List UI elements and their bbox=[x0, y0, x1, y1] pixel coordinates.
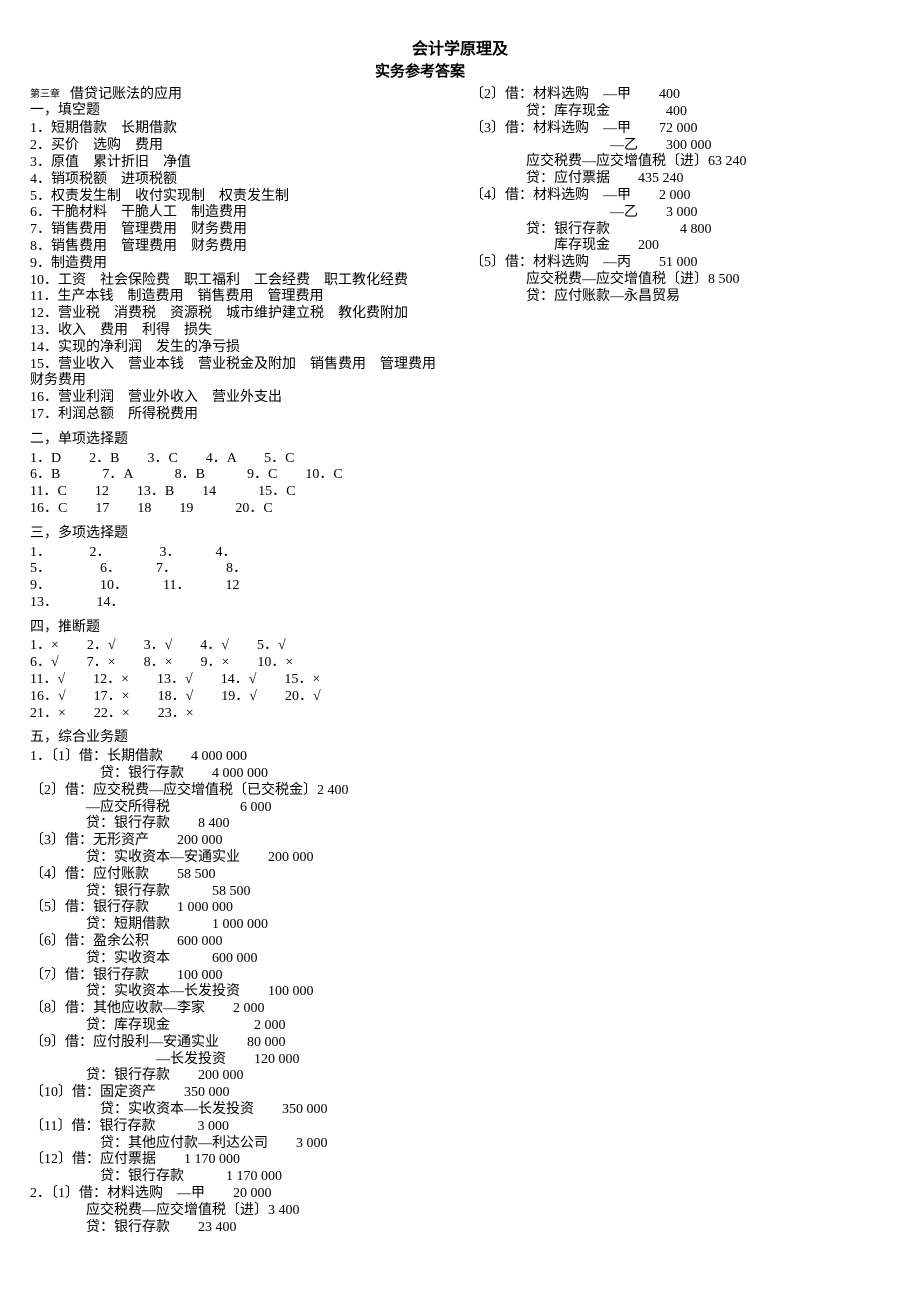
section-2-body: 1．D 2．B 3．C 4．A 5．C6．B 7．A 8．B 9．C 10．C1… bbox=[30, 451, 450, 518]
text-line: 贷：库存现金 400 bbox=[470, 104, 890, 121]
section-2-head: 二，单项选择题 bbox=[30, 432, 450, 449]
text-line: 〔12〕借：应付票据 1 170 000 bbox=[30, 1152, 450, 1169]
text-line: 贷：实收资本—长发投资 100 000 bbox=[30, 984, 450, 1001]
text-line: 1．〔1〕借：长期借款 4 000 000 bbox=[30, 749, 450, 766]
text-line: 13．收入 费用 利得 损失 bbox=[30, 323, 450, 340]
text-line: 15．营业收入 营业本钱 营业税金及附加 销售费用 管理费用 财务费用 bbox=[30, 357, 450, 391]
text-line: 12．营业税 消费税 资源税 城市维护建立税 教化费附加 bbox=[30, 306, 450, 323]
text-line: 贷：应付账款—永昌贸易 bbox=[470, 289, 890, 306]
text-line: 〔2〕借：材料选购 —甲 400 bbox=[470, 87, 890, 104]
text-line: 1． 2． 3． 4． bbox=[30, 545, 450, 562]
text-line: 〔5〕借：材料选购 —丙 51 000 bbox=[470, 255, 890, 272]
text-line: 贷：银行存款 23 400 bbox=[30, 1220, 450, 1237]
text-line: 〔3〕借：无形资产 200 000 bbox=[30, 833, 450, 850]
text-line: 贷：银行存款 1 170 000 bbox=[30, 1169, 450, 1186]
text-line: 1．× 2．√ 3．√ 4．√ 5．√ bbox=[30, 638, 450, 655]
text-line: 9．制造费用 bbox=[30, 256, 450, 273]
text-line: 〔3〕借：材料选购 —甲 72 000 bbox=[470, 121, 890, 138]
text-line: 库存现金 200 bbox=[470, 238, 890, 255]
text-line: 4．销项税额 进项税额 bbox=[30, 172, 450, 189]
text-line: 1．短期借款 长期借款 bbox=[30, 121, 450, 138]
text-line: 〔8〕借：其他应收款—李家 2 000 bbox=[30, 1001, 450, 1018]
text-line: 17．利润总额 所得税费用 bbox=[30, 407, 450, 424]
section-4-body: 1．× 2．√ 3．√ 4．√ 5．√6．√ 7．× 8．× 9．× 10．×1… bbox=[30, 638, 450, 722]
section-3-head: 三，多项选择题 bbox=[30, 526, 450, 543]
text-line: 14．实现的净利润 发生的净亏损 bbox=[30, 340, 450, 357]
text-line: 贷：银行存款 200 000 bbox=[30, 1068, 450, 1085]
text-line: 〔11〕借：银行存款 3 000 bbox=[30, 1119, 450, 1136]
text-line: 〔2〕借：应交税费—应交增值税〔已交税金〕2 400 bbox=[30, 783, 450, 800]
text-line: 应交税费—应交增值税〔进〕8 500 bbox=[470, 272, 890, 289]
text-line: 21．× 22．× 23．× bbox=[30, 706, 450, 723]
text-line: 贷：银行存款 8 400 bbox=[30, 816, 450, 833]
chapter-label: 第三章 bbox=[30, 89, 60, 100]
text-line: 〔9〕借：应付股利—安通实业 80 000 bbox=[30, 1035, 450, 1052]
text-line: 〔4〕借：应付账款 58 500 bbox=[30, 867, 450, 884]
text-line: 〔7〕借：银行存款 100 000 bbox=[30, 968, 450, 985]
text-line: 贷：银行存款 58 500 bbox=[30, 884, 450, 901]
text-line: 〔5〕借：银行存款 1 000 000 bbox=[30, 900, 450, 917]
text-line: 6．√ 7．× 8．× 9．× 10．× bbox=[30, 655, 450, 672]
text-line: 10．工资 社会保险费 职工福利 工会经费 职工教化经费 bbox=[30, 273, 450, 290]
content-columns: 第三章借贷记账法的应用 一，填空题 1．短期借款 长期借款2．买价 选购 费用3… bbox=[30, 87, 890, 1237]
text-line: 6．B 7．A 8．B 9．C 10．C bbox=[30, 467, 450, 484]
text-line: 2．买价 选购 费用 bbox=[30, 138, 450, 155]
chapter-line: 第三章借贷记账法的应用 bbox=[30, 87, 450, 102]
text-line: 16．C 17 18 19 20．C bbox=[30, 501, 450, 518]
text-line: —应交所得税 6 000 bbox=[30, 800, 450, 817]
text-line: 8．销售费用 管理费用 财务费用 bbox=[30, 239, 450, 256]
section-1-body: 1．短期借款 长期借款2．买价 选购 费用3．原值 累计折旧 净值4．销项税额 … bbox=[30, 121, 450, 423]
text-line: 贷：库存现金 2 000 bbox=[30, 1018, 450, 1035]
text-line: 〔4〕借：材料选购 —甲 2 000 bbox=[470, 188, 890, 205]
section-1-head: 一，填空题 bbox=[30, 103, 450, 120]
text-line: —长发投资 120 000 bbox=[30, 1052, 450, 1069]
text-line: 贷：其他应付款—利达公司 3 000 bbox=[30, 1136, 450, 1153]
text-line: 1．D 2．B 3．C 4．A 5．C bbox=[30, 451, 450, 468]
text-line: 贷：银行存款 4 800 bbox=[470, 222, 890, 239]
section-5-head: 五，综合业务题 bbox=[30, 730, 450, 747]
section-4-head: 四，推断题 bbox=[30, 620, 450, 637]
text-line: 7．销售费用 管理费用 财务费用 bbox=[30, 222, 450, 239]
text-line: 贷：应付票据 435 240 bbox=[470, 171, 890, 188]
doc-title-2: 实务参考答案 bbox=[0, 63, 890, 81]
section-3-body: 1． 2． 3． 4．5． 6． 7． 8．9． 10． 11． 1213． 1… bbox=[30, 545, 450, 612]
text-line: 贷：短期借款 1 000 000 bbox=[30, 917, 450, 934]
chapter-title: 借贷记账法的应用 bbox=[70, 87, 182, 102]
doc-title-1: 会计学原理及 bbox=[30, 40, 890, 59]
text-line: 2．〔1〕借：材料选购 —甲 20 000 bbox=[30, 1186, 450, 1203]
text-line: 应交税费—应交增值税〔进〕3 400 bbox=[30, 1203, 450, 1220]
text-line: 16．营业利润 营业外收入 营业外支出 bbox=[30, 390, 450, 407]
text-line: 贷：实收资本—长发投资 350 000 bbox=[30, 1102, 450, 1119]
text-line: 11．C 12 13．B 14 15．C bbox=[30, 484, 450, 501]
text-line: 11．生产本钱 制造费用 销售费用 管理费用 bbox=[30, 289, 450, 306]
text-line: 11．√ 12．× 13．√ 14．√ 15．× bbox=[30, 672, 450, 689]
text-line: 6．干脆材料 干脆人工 制造费用 bbox=[30, 205, 450, 222]
text-line: 贷：银行存款 4 000 000 bbox=[30, 766, 450, 783]
text-line: 5．权责发生制 收付实现制 权责发生制 bbox=[30, 189, 450, 206]
text-line: 贷：实收资本 600 000 bbox=[30, 951, 450, 968]
text-line: 13． 14． bbox=[30, 595, 450, 612]
text-line: 应交税费—应交增值税〔进〕63 240 bbox=[470, 154, 890, 171]
text-line: —乙 300 000 bbox=[470, 138, 890, 155]
text-line: —乙 3 000 bbox=[470, 205, 890, 222]
text-line: 贷：实收资本—安通实业 200 000 bbox=[30, 850, 450, 867]
text-line: 16．√ 17．× 18．√ 19．√ 20．√ bbox=[30, 689, 450, 706]
text-line: 3．原值 累计折旧 净值 bbox=[30, 155, 450, 172]
text-line: 〔6〕借：盈余公积 600 000 bbox=[30, 934, 450, 951]
text-line: 9． 10． 11． 12 bbox=[30, 578, 450, 595]
text-line: 5． 6． 7． 8． bbox=[30, 561, 450, 578]
text-line: 〔10〕借：固定资产 350 000 bbox=[30, 1085, 450, 1102]
